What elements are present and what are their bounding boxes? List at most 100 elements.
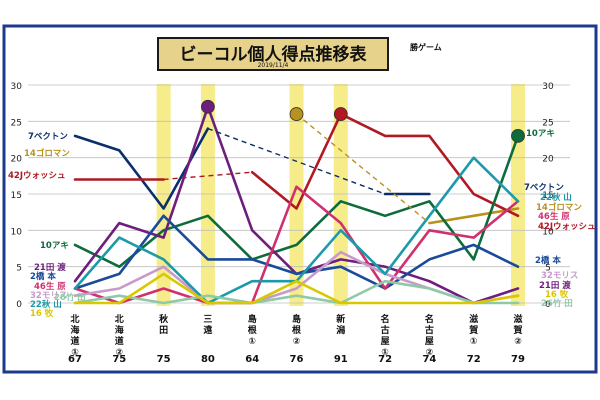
- category-label: 田: [159, 325, 168, 336]
- category-label: 滋: [469, 313, 478, 325]
- right-label-14ゴロマン: 14ゴロマン: [536, 202, 582, 213]
- category-label: 道: [70, 335, 79, 347]
- win-band-3: [200, 84, 215, 306]
- dashed-line-42Jウォッシュ: [163, 171, 253, 181]
- team-score: 72: [378, 354, 392, 365]
- dashed-line-14ゴロマン: [296, 113, 430, 224]
- category-label: 三: [203, 314, 212, 325]
- category-label: 北: [70, 313, 79, 325]
- left-label-22秋山: 22秋 山: [30, 299, 62, 310]
- team-score: 72: [467, 354, 481, 365]
- y-tick-left: 25: [11, 118, 22, 128]
- category-label: 名: [381, 313, 390, 325]
- y-tick-right: 20: [542, 155, 554, 165]
- category-label: ①: [248, 337, 256, 347]
- win-band-6: [333, 84, 348, 306]
- category-label: ①: [470, 337, 478, 347]
- y-tick-right: 25: [542, 118, 553, 128]
- team-score: 64: [245, 354, 259, 365]
- left-label-14ゴロマン: 14ゴロマン: [24, 148, 70, 159]
- series-line-10アキ: [73, 134, 520, 269]
- y-tick-left: 5: [16, 264, 22, 274]
- category-label: 海: [115, 324, 124, 336]
- y-tick-right: 30: [542, 82, 554, 92]
- series-line-16牧: [73, 272, 520, 305]
- right-label-32モリス: 32モリス: [541, 271, 578, 281]
- win-band-2: [156, 84, 171, 306]
- category-label: 古: [381, 324, 390, 336]
- category-label: 賀: [468, 324, 478, 336]
- category-label: 屋: [381, 336, 390, 347]
- highlight-marker-10アキ: [511, 128, 525, 143]
- right-label-16牧: 16 牧: [545, 289, 569, 300]
- dashed-line-7ベクトン: [207, 127, 386, 195]
- chart-title: ビーコル個人得点推移表: [180, 44, 368, 65]
- series-line-42Jウォッシュ: [250, 112, 520, 218]
- team-score: 80: [201, 354, 215, 365]
- team-score: 91: [334, 354, 348, 365]
- team-score: 76: [290, 354, 304, 365]
- win-game-label: 勝ゲーム: [410, 42, 442, 52]
- highlight-marker-42Jウォッシュ: [333, 107, 348, 121]
- category-label: ②: [293, 337, 301, 347]
- y-tick-left: 15: [11, 191, 22, 201]
- category-label: 名: [425, 313, 434, 325]
- left-label-42Jウォッシュ: 42Jウォッシュ: [8, 171, 66, 181]
- y-tick-left: 0: [16, 300, 22, 310]
- y-tick-right: 10: [542, 227, 554, 237]
- y-tick-left: 10: [11, 227, 23, 237]
- series-line-26竹田: [73, 279, 520, 305]
- right-label-10アキ: 10アキ: [526, 129, 555, 139]
- right-label-2橋本: 2橋 本: [535, 255, 561, 266]
- category-label: 新: [336, 313, 345, 325]
- right-label-46生原: 46生 原: [538, 211, 570, 222]
- left-label-46生原: 46生 原: [34, 281, 66, 292]
- left-label-7ベクトン: 7ベクトン: [28, 131, 68, 142]
- right-label-26竹田: 26竹 田: [541, 298, 573, 309]
- y-tick-left: 30: [11, 82, 23, 92]
- left-label-10アキ: 10アキ: [40, 241, 69, 251]
- left-label-2橋本: 2橋 本: [30, 271, 56, 282]
- category-label: 秋: [158, 313, 169, 325]
- team-score: 74: [422, 354, 436, 365]
- category-label: 根: [292, 324, 302, 336]
- category-label: 根: [248, 324, 258, 336]
- highlight-marker-14ゴロマン: [289, 107, 304, 121]
- category-label: 屋: [425, 336, 434, 347]
- right-label-21田渡: 21田 渡: [539, 280, 571, 291]
- category-label: ①: [71, 348, 79, 358]
- category-label: 滋: [513, 313, 522, 325]
- y-tick-right: 0: [545, 300, 551, 310]
- team-score: 79: [511, 354, 525, 365]
- chart-date: 2019/11/4: [258, 62, 289, 69]
- right-label-22秋山: 22秋 山: [540, 192, 572, 203]
- category-label: 潟: [336, 324, 345, 336]
- title-box: [157, 37, 389, 71]
- left-label-32モリス: 32モリス: [30, 291, 67, 301]
- category-label: 海: [70, 324, 79, 336]
- series-line-46生原: [73, 185, 520, 305]
- left-label-16牧: 16 牧: [30, 308, 54, 319]
- y-tick-right: 5: [545, 264, 551, 274]
- right-label-7ベクトン: 7ベクトン: [524, 182, 564, 193]
- team-score: 75: [157, 354, 171, 365]
- left-label-21田渡: 21田 渡: [34, 262, 66, 273]
- category-label: 賀: [512, 324, 522, 336]
- category-label: 古: [425, 324, 434, 336]
- category-label: 遠: [203, 324, 212, 336]
- win-band-5: [289, 84, 304, 306]
- right-label-42Jウォッシュ: 42Jウォッシュ: [538, 222, 596, 232]
- category-label: ②: [514, 337, 522, 347]
- y-tick-right: 15: [542, 191, 553, 201]
- category-label: 道: [115, 335, 124, 347]
- series-line-2橋本: [73, 214, 520, 290]
- left-label-26竹田: 26竹 田: [54, 292, 86, 303]
- category-label: 島: [292, 313, 301, 325]
- category-label: 北: [115, 313, 124, 325]
- category-label: ②: [426, 348, 434, 358]
- category-label: ①: [381, 348, 389, 358]
- y-tick-left: 20: [11, 155, 23, 165]
- team-score: 75: [112, 354, 126, 365]
